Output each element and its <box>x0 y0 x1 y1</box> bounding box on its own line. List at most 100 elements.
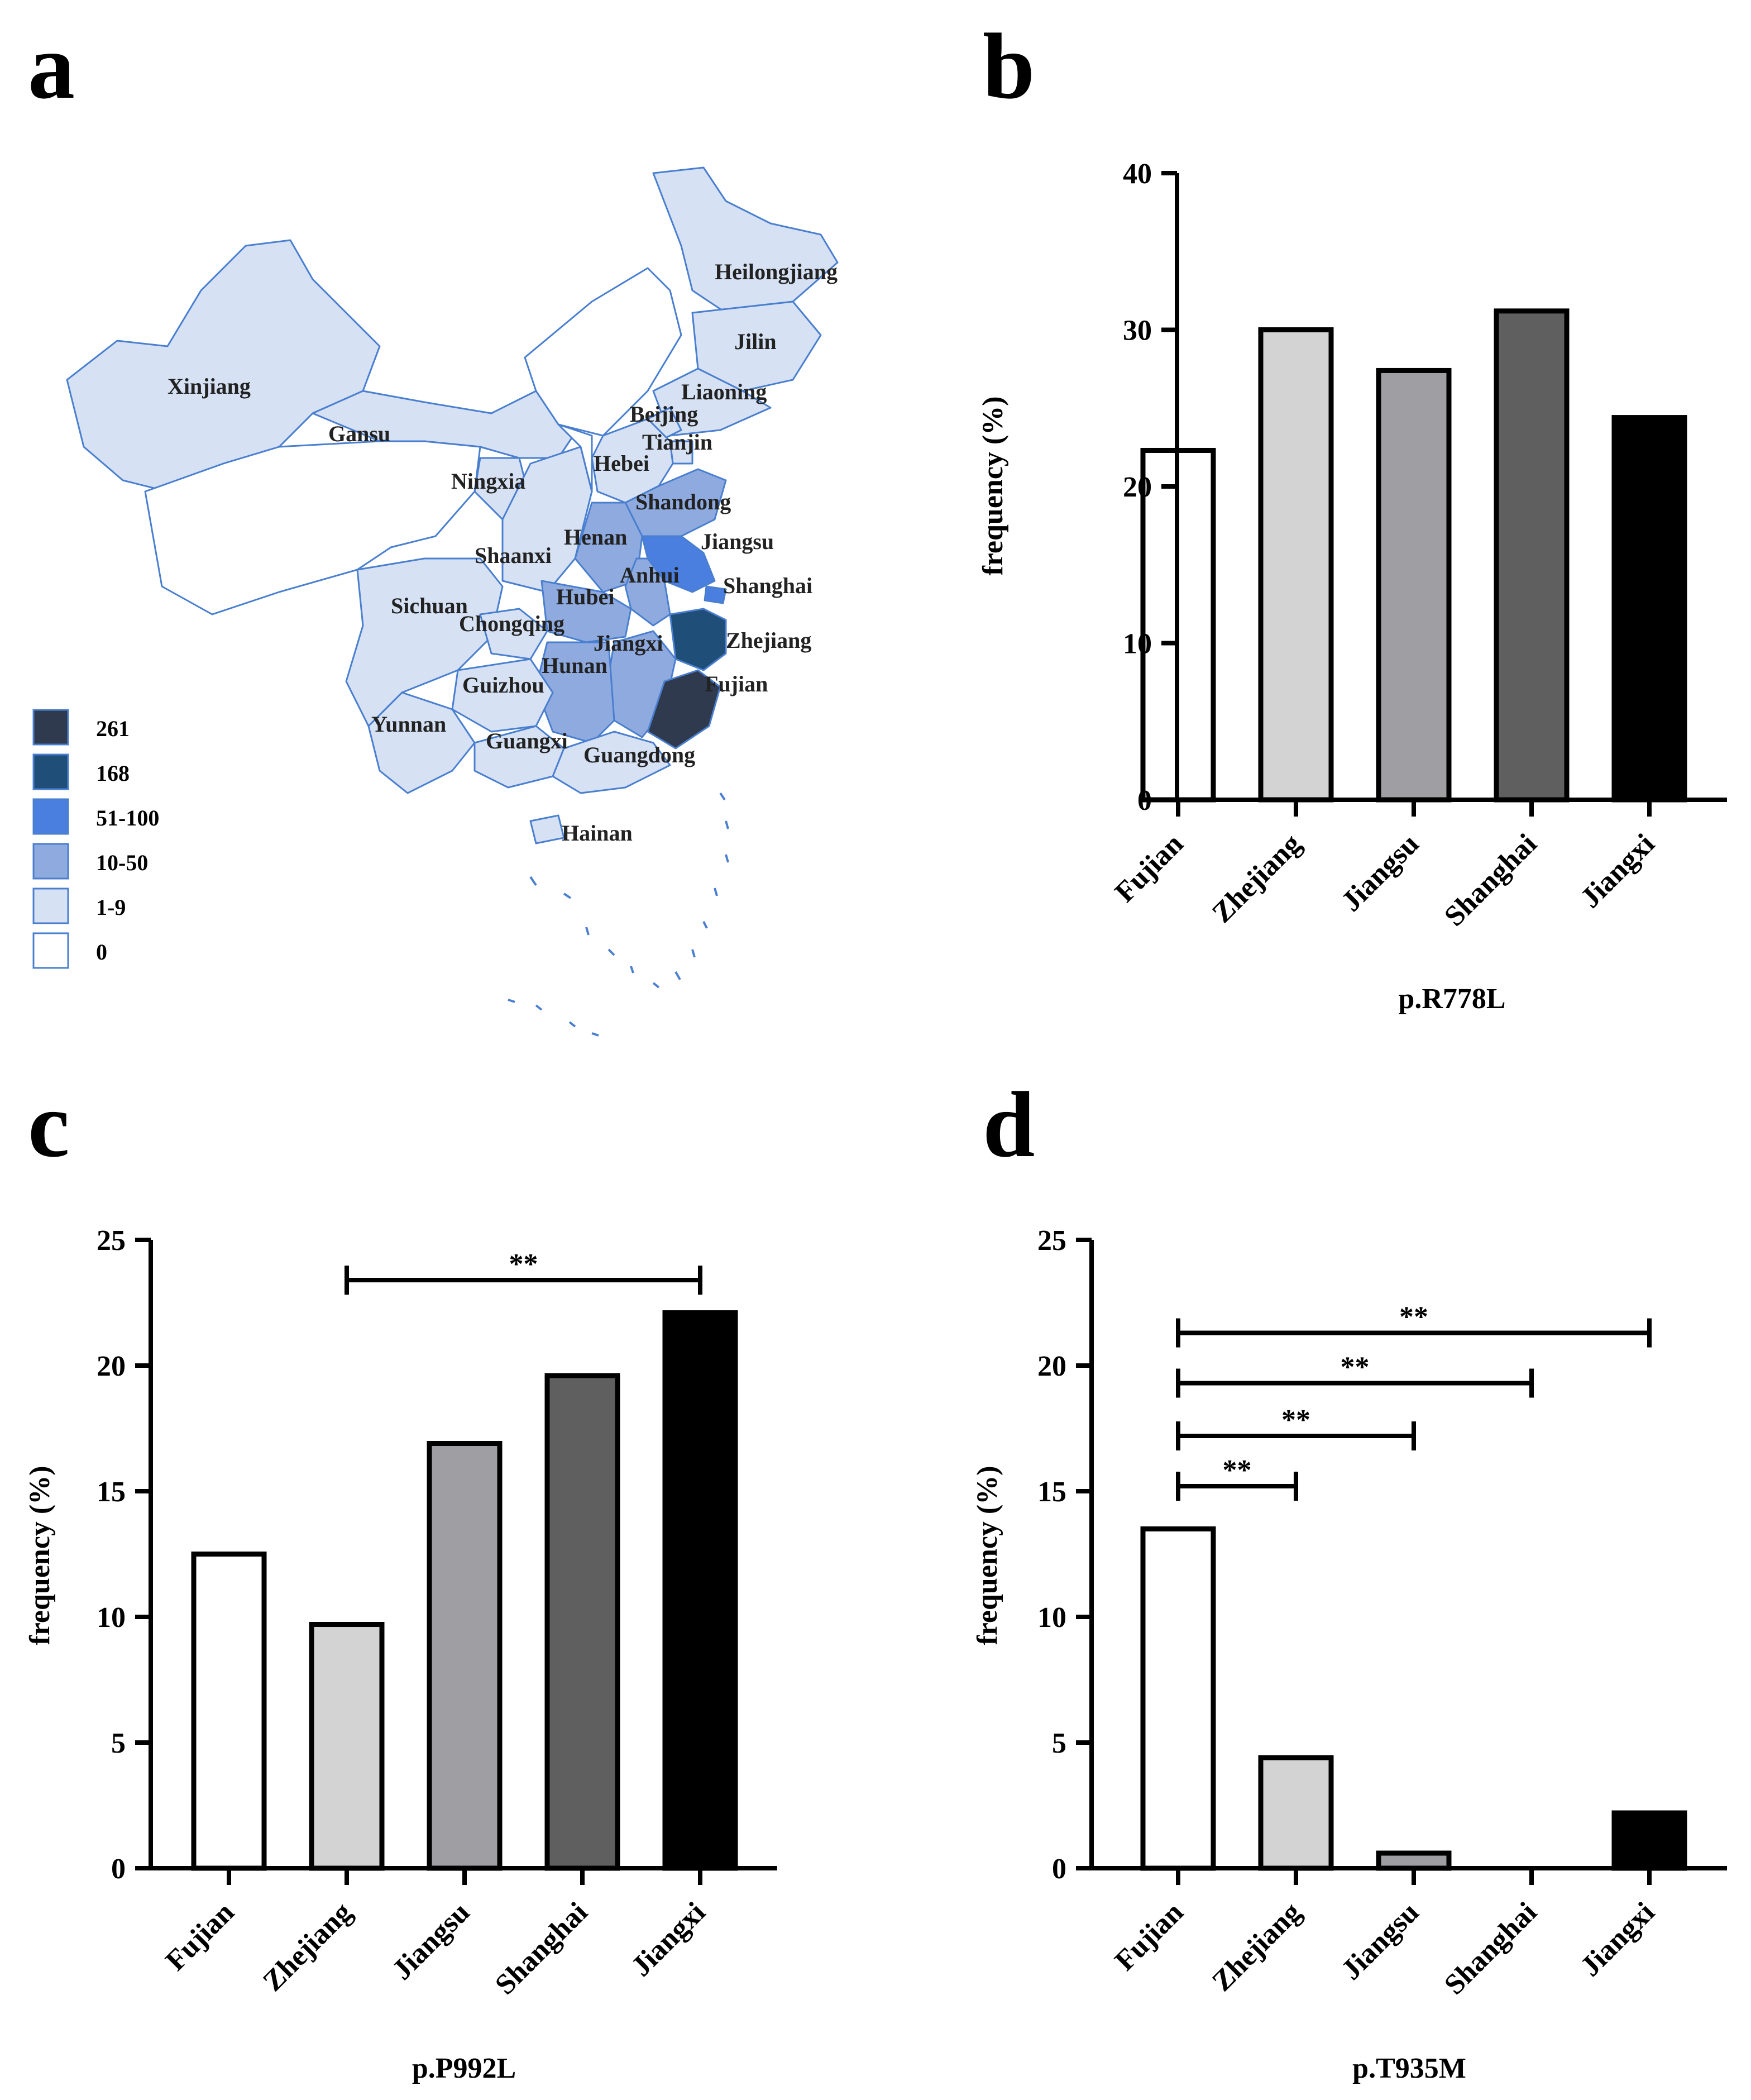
significance-bracket-d-3: ** <box>1176 1454 1298 1501</box>
label-shandong: Shandong <box>635 489 731 514</box>
y-tick-label-c-20: 20 <box>97 1350 126 1382</box>
province-shanxi <box>557 423 593 493</box>
label-shaanxi: Shaanxi <box>475 543 552 568</box>
bar-b-jiangxi <box>1611 415 1687 803</box>
y-tick-label-d-25: 25 <box>1037 1225 1066 1257</box>
bar-c-fujian <box>191 1552 267 1871</box>
x-axis-title-b: p.R778L <box>1398 983 1505 1015</box>
y-tick-label-c-10: 10 <box>97 1602 126 1634</box>
x-axis-title-c: p.P992L <box>412 2053 516 2084</box>
significance-bracket-d-1: ** <box>1176 1352 1534 1398</box>
legend-swatch-10-50 <box>32 843 69 880</box>
bar-d-jiangsu <box>1376 1850 1452 1871</box>
x-tick-label-c-jiangxi: Jiangxi <box>625 1896 712 1983</box>
label-zhejiang: Zhejiang <box>726 628 811 653</box>
significance-label: ** <box>1399 1301 1428 1333</box>
y-tick-label-c-25: 25 <box>97 1225 126 1257</box>
label-henan: Henan <box>564 524 627 550</box>
y-tick-label-d-20: 20 <box>1037 1350 1066 1382</box>
x-tick-label-d-jiangsu: Jiangsu <box>1336 1896 1425 1986</box>
y-tick-label-b-10: 10 <box>1123 628 1152 660</box>
label-guangdong: Guangdong <box>583 742 695 767</box>
significance-bracket-d-2: ** <box>1176 1404 1416 1450</box>
china-map-panel: Xinjiang Gansu Heilongjiang Jilin Liaoni… <box>32 166 839 1037</box>
x-tick-label-b-shanghai: Shanghai <box>1438 828 1543 932</box>
legend-swatch-261 <box>32 709 69 746</box>
south-china-sea-islands <box>508 792 729 1037</box>
significance-label: ** <box>1281 1404 1310 1436</box>
y-tick-label-b-40: 40 <box>1123 158 1152 190</box>
panel-label-c: c <box>28 1073 70 1177</box>
legend-swatch-1-9 <box>32 887 69 924</box>
label-gansu: Gansu <box>328 421 390 446</box>
x-tick-label-b-fujian: Fujian <box>1109 828 1190 909</box>
y-axis-title-b: frequency (%) <box>977 396 1009 575</box>
chart-panel-c: 0 5 10 15 20 25 Fujian Zhejiang Jiangsu Shanghai J… <box>24 1225 777 2084</box>
x-axis-title-d: p.T935M <box>1352 2053 1466 2084</box>
chart-panel-d: 0 5 10 15 20 25 Fujian Zhejiang Jiangsu Shanghai J… <box>972 1225 1727 2084</box>
province-zhejiang <box>669 608 727 671</box>
x-tick-label-d-zhejiang: Zhejiang <box>1206 1896 1307 1997</box>
bar-d-jiangxi <box>1611 1810 1687 1871</box>
province-guangdong <box>552 731 671 794</box>
legend-label-1-9: 1-9 <box>96 895 126 920</box>
label-tianjin: Tianjin <box>642 429 712 455</box>
y-axis-title-c: frequency (%) <box>24 1466 56 1645</box>
y-tick-label-b-20: 20 <box>1123 471 1152 503</box>
label-jiangxi: Jiangxi <box>594 631 663 656</box>
y-axis-title-d: frequency (%) <box>972 1466 1003 1645</box>
label-shanghai: Shanghai <box>723 573 812 598</box>
label-heilongjiang: Heilongjiang <box>715 259 838 284</box>
y-tick-label-c-5: 5 <box>111 1727 126 1759</box>
legend-label-168: 168 <box>96 761 130 786</box>
x-tick-label-b-jiangxi: Jiangxi <box>1575 828 1661 914</box>
legend-label-51-100: 51-100 <box>96 805 159 831</box>
bar-d-fujian <box>1140 1526 1216 1871</box>
bar-b-jiangsu <box>1376 367 1452 803</box>
x-tick-label-d-fujian: Fujian <box>1109 1896 1190 1977</box>
province-heilongjiang <box>652 166 839 314</box>
y-tick-label-b-0: 0 <box>1137 785 1152 817</box>
label-beijing: Beijing <box>630 402 698 427</box>
x-tick-label-c-fujian: Fujian <box>160 1896 241 1977</box>
x-tick-label-d-shanghai: Shanghai <box>1438 1896 1543 2001</box>
bar-c-zhejiang <box>309 1622 385 1871</box>
label-hunan: Hunan <box>542 653 607 678</box>
label-fujian: Fujian <box>705 671 768 696</box>
label-hebei: Hebei <box>594 451 649 476</box>
province-labels: Xinjiang Gansu Heilongjiang Jilin Liaoni… <box>168 259 838 846</box>
bar-b-zhejiang <box>1258 327 1334 803</box>
province-shapes <box>66 166 839 844</box>
y-tick-label-b-30: 30 <box>1123 315 1152 347</box>
legend-label-10-50: 10-50 <box>96 850 148 875</box>
label-chongqing: Chongqing <box>459 611 564 636</box>
y-tick-label-d-0: 0 <box>1052 1853 1066 1885</box>
significance-label: ** <box>1341 1352 1370 1383</box>
significance-bracket-c-0: ** <box>345 1248 702 1295</box>
x-tick-label-d-jiangxi: Jiangxi <box>1575 1896 1661 1983</box>
province-inner-mongolia <box>524 267 682 437</box>
label-jiangsu: Jiangsu <box>701 529 774 554</box>
x-tick-label-c-zhejiang: Zhejiang <box>257 1896 358 1997</box>
x-tick-label-c-jiangsu: Jiangsu <box>386 1896 476 1986</box>
bar-c-jiangxi <box>662 1310 738 1871</box>
label-yunnan: Yunnan <box>371 712 446 737</box>
x-tick-label-b-zhejiang: Zhejiang <box>1206 828 1307 929</box>
province-qinghai <box>144 440 481 615</box>
province-chongqing <box>479 608 548 660</box>
province-fujian <box>647 669 721 750</box>
x-tick-label-c-shanghai: Shanghai <box>489 1896 594 2001</box>
bar-c-jiangsu <box>427 1441 503 1871</box>
panel-label-b: b <box>983 15 1035 118</box>
x-tick-label-b-jiangsu: Jiangsu <box>1336 828 1425 918</box>
province-shanghai <box>704 585 727 604</box>
legend-swatch-51-100 <box>32 798 69 835</box>
label-anhui: Anhui <box>620 562 680 588</box>
legend-swatch-168 <box>32 753 69 790</box>
significance-label: ** <box>509 1248 538 1280</box>
panel-label-a: a <box>28 15 75 118</box>
label-sichuan: Sichuan <box>391 593 468 618</box>
province-anhui <box>624 557 671 627</box>
